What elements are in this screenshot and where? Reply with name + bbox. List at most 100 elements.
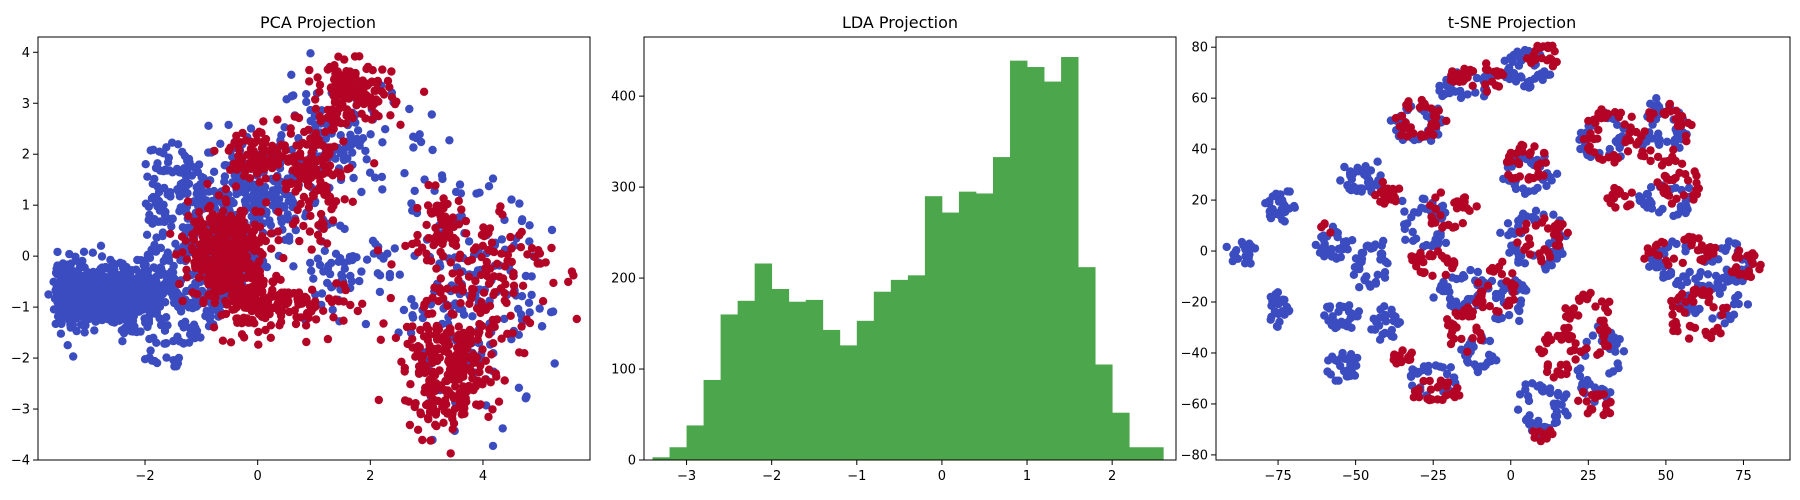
- tsne-point: [1402, 100, 1411, 110]
- pca-point: [255, 165, 265, 174]
- pca-point: [347, 277, 357, 286]
- pca-point: [85, 285, 95, 294]
- tsne-point: [1523, 392, 1533, 401]
- tsne-point: [1550, 418, 1560, 428]
- pca-point: [194, 251, 203, 260]
- pca-point: [93, 289, 103, 298]
- pca-point: [476, 361, 485, 370]
- pca-point: [340, 195, 349, 204]
- pca-point: [52, 264, 61, 273]
- pca-point: [414, 362, 424, 371]
- tsne-point: [1520, 259, 1530, 268]
- pca-point: [336, 119, 346, 128]
- tsne-point: [1343, 318, 1352, 327]
- 1-xtick-label: 2: [1108, 469, 1116, 484]
- tsne-point: [1550, 47, 1559, 56]
- tsne-point: [1278, 295, 1288, 304]
- pca-point: [129, 307, 138, 316]
- pca-point: [284, 297, 293, 306]
- pca-point: [508, 328, 517, 338]
- tsne-point: [1610, 158, 1619, 167]
- tsne-point: [1502, 277, 1511, 286]
- pca-point: [509, 268, 518, 278]
- tsne-point: [1344, 307, 1354, 316]
- pca-point: [221, 184, 231, 194]
- tsne-point: [1606, 397, 1615, 407]
- pca-point: [183, 197, 193, 206]
- pca-point: [351, 87, 360, 97]
- tsne-point: [1679, 191, 1689, 200]
- pca-point: [538, 297, 548, 306]
- tsne-point: [1443, 282, 1453, 292]
- pca-point: [406, 380, 415, 389]
- tsne-point: [1660, 110, 1670, 119]
- pca-point: [172, 250, 181, 259]
- tsne-point: [1551, 241, 1561, 250]
- tsne-point: [1436, 188, 1446, 197]
- pca-point: [420, 388, 429, 397]
- 1-ytick-label: 200: [611, 272, 636, 287]
- tsne-point: [1460, 272, 1469, 282]
- tsne-point: [1460, 75, 1469, 84]
- pca-point: [164, 153, 173, 162]
- tsne-point: [1518, 209, 1528, 218]
- pca-point: [484, 330, 494, 339]
- 0-ytick-label: −4: [11, 454, 30, 469]
- pca-point: [481, 263, 490, 273]
- pca-point: [156, 243, 165, 253]
- pca-point: [381, 125, 390, 134]
- pca-point: [212, 250, 221, 260]
- pca-point: [258, 287, 267, 296]
- pca-point: [316, 117, 325, 126]
- pca-point: [410, 301, 419, 310]
- pca-point: [220, 172, 230, 181]
- pca-point: [270, 156, 280, 165]
- pca-point: [75, 296, 84, 305]
- tsne-point: [1542, 181, 1551, 191]
- pca-point: [428, 293, 437, 302]
- pca-point: [130, 275, 139, 284]
- tsne-point: [1540, 149, 1549, 158]
- pca-point: [423, 336, 433, 345]
- pca-point: [430, 370, 440, 380]
- tsne-point: [1539, 42, 1548, 51]
- pca-point: [279, 253, 288, 263]
- pca-point: [311, 104, 321, 114]
- pca-point: [337, 270, 346, 279]
- pca-point: [286, 129, 296, 138]
- pca-point: [173, 290, 183, 299]
- tsne-point: [1643, 190, 1653, 199]
- pca-point: [537, 322, 547, 331]
- tsne-point: [1472, 323, 1481, 332]
- tsne-point: [1655, 140, 1664, 149]
- lda-bar: [1095, 364, 1113, 460]
- pca-point: [485, 224, 495, 233]
- pca-point: [339, 280, 348, 289]
- tsne-point: [1599, 410, 1608, 420]
- pca-point: [80, 328, 89, 337]
- 1-xtick-label: 1: [1023, 469, 1031, 484]
- tsne-point: [1425, 395, 1434, 405]
- 0-xtick-label: −2: [135, 469, 154, 484]
- pca-point: [306, 211, 315, 221]
- tsne-point: [1529, 427, 1538, 436]
- tsne-point: [1446, 339, 1456, 349]
- pca-point: [262, 262, 272, 272]
- tsne-point: [1556, 369, 1565, 378]
- pca-point: [302, 90, 311, 99]
- pca-point: [459, 372, 468, 381]
- pca-point: [306, 49, 315, 58]
- tsne-point: [1376, 171, 1385, 180]
- pca-point: [272, 173, 281, 182]
- pca-point: [317, 289, 327, 298]
- pca-point: [306, 258, 315, 268]
- tsne-point: [1436, 211, 1445, 220]
- pca-point: [268, 163, 277, 173]
- tsne-point: [1496, 228, 1505, 237]
- pca-point: [331, 154, 340, 163]
- pca-point: [475, 368, 484, 377]
- pca-point: [432, 264, 441, 273]
- pca-point: [268, 285, 277, 295]
- tsne-point: [1663, 157, 1672, 166]
- tsne-point: [1704, 291, 1713, 300]
